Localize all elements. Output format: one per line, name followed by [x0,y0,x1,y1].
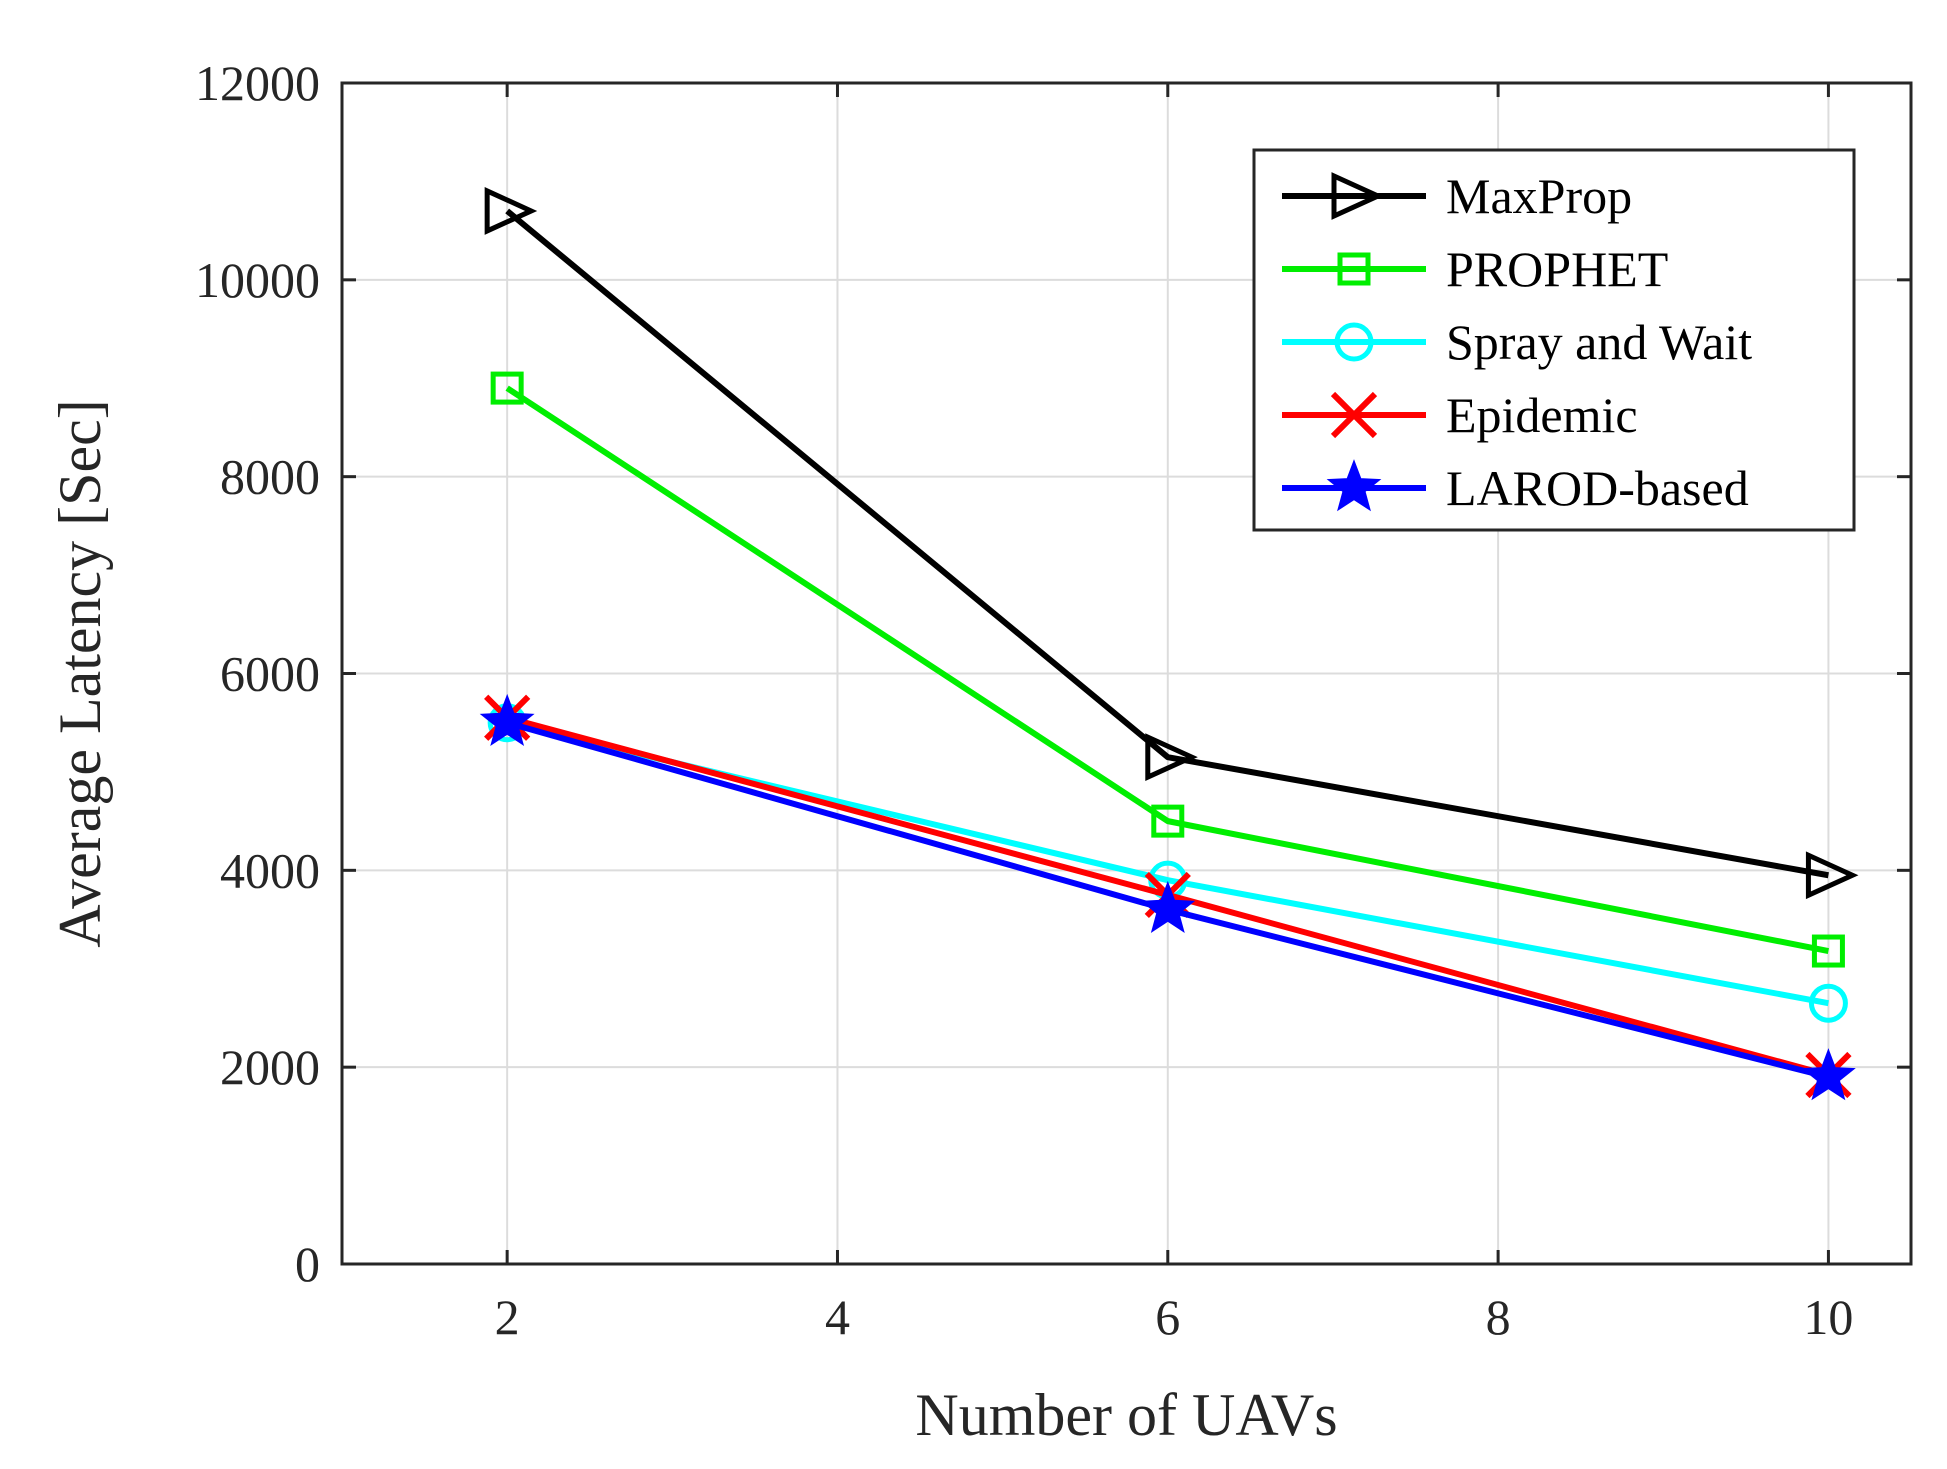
legend-marker [1334,322,1374,362]
data-point-maxprop [1145,733,1198,782]
data-point-larod-based [1801,1048,1856,1101]
data-point-prophet [1811,934,1845,968]
x-tick-label: 4 [825,1289,850,1345]
legend-item-spray-and-wait: Spray and Wait [1282,314,1752,370]
data-point-larod-based [1140,880,1196,933]
legend-label: PROPHET [1446,241,1668,297]
x-tick-label: 8 [1486,1289,1511,1345]
legend-item-maxprop: MaxProp [1282,168,1632,224]
data-point-maxprop [484,187,538,235]
data-point-prophet [490,371,524,405]
y-tick-label: 0 [295,1236,320,1292]
series-layer [479,187,1859,1101]
series-larod-based [479,693,1856,1101]
data-point-spray-and-wait [1808,983,1848,1023]
legend-label: Epidemic [1446,387,1638,443]
data-point-larod-based [479,693,535,746]
legend-label: Spray and Wait [1446,314,1752,370]
y-tick-label: 4000 [220,842,320,898]
data-point-maxprop [1805,851,1859,900]
y-tick-label: 8000 [220,449,320,505]
series-line-maxprop [505,208,1829,879]
x-axis-label: Number of UAVs [915,1382,1337,1448]
y-tick-label: 12000 [195,55,320,111]
x-tick-label: 6 [1155,1289,1180,1345]
y-axis-label: Average Latency [Sec] [47,399,113,948]
series-maxprop [484,187,1859,900]
data-point-prophet [1151,804,1185,838]
y-tick-label: 10000 [195,252,320,308]
legend-item-epidemic: Epidemic [1282,387,1638,443]
y-tick-label: 6000 [220,646,320,702]
y-tick-label: 2000 [220,1039,320,1095]
series-prophet [490,371,1845,968]
legend-label: LAROD-based [1446,460,1749,516]
legend-marker [1326,459,1382,512]
legend-marker [1337,252,1371,286]
legend-marker [1331,172,1385,220]
legend: MaxProp PROPHET Spray and Wait Epidemic LARO… [1252,148,1856,532]
legend-marker [1330,391,1378,439]
legend-item-prophet: PROPHET [1282,241,1668,297]
x-tick-label: 10 [1803,1289,1853,1345]
legend-item-larod-based: LAROD-based [1282,459,1749,516]
series-line-prophet [505,385,1829,954]
x-tick-label: 2 [495,1289,520,1345]
legend-label: MaxProp [1446,168,1632,224]
axis-ticks: 2 4 6 8 10 0 2000 4000 6000 8000 10000 12000 [195,55,1911,1345]
